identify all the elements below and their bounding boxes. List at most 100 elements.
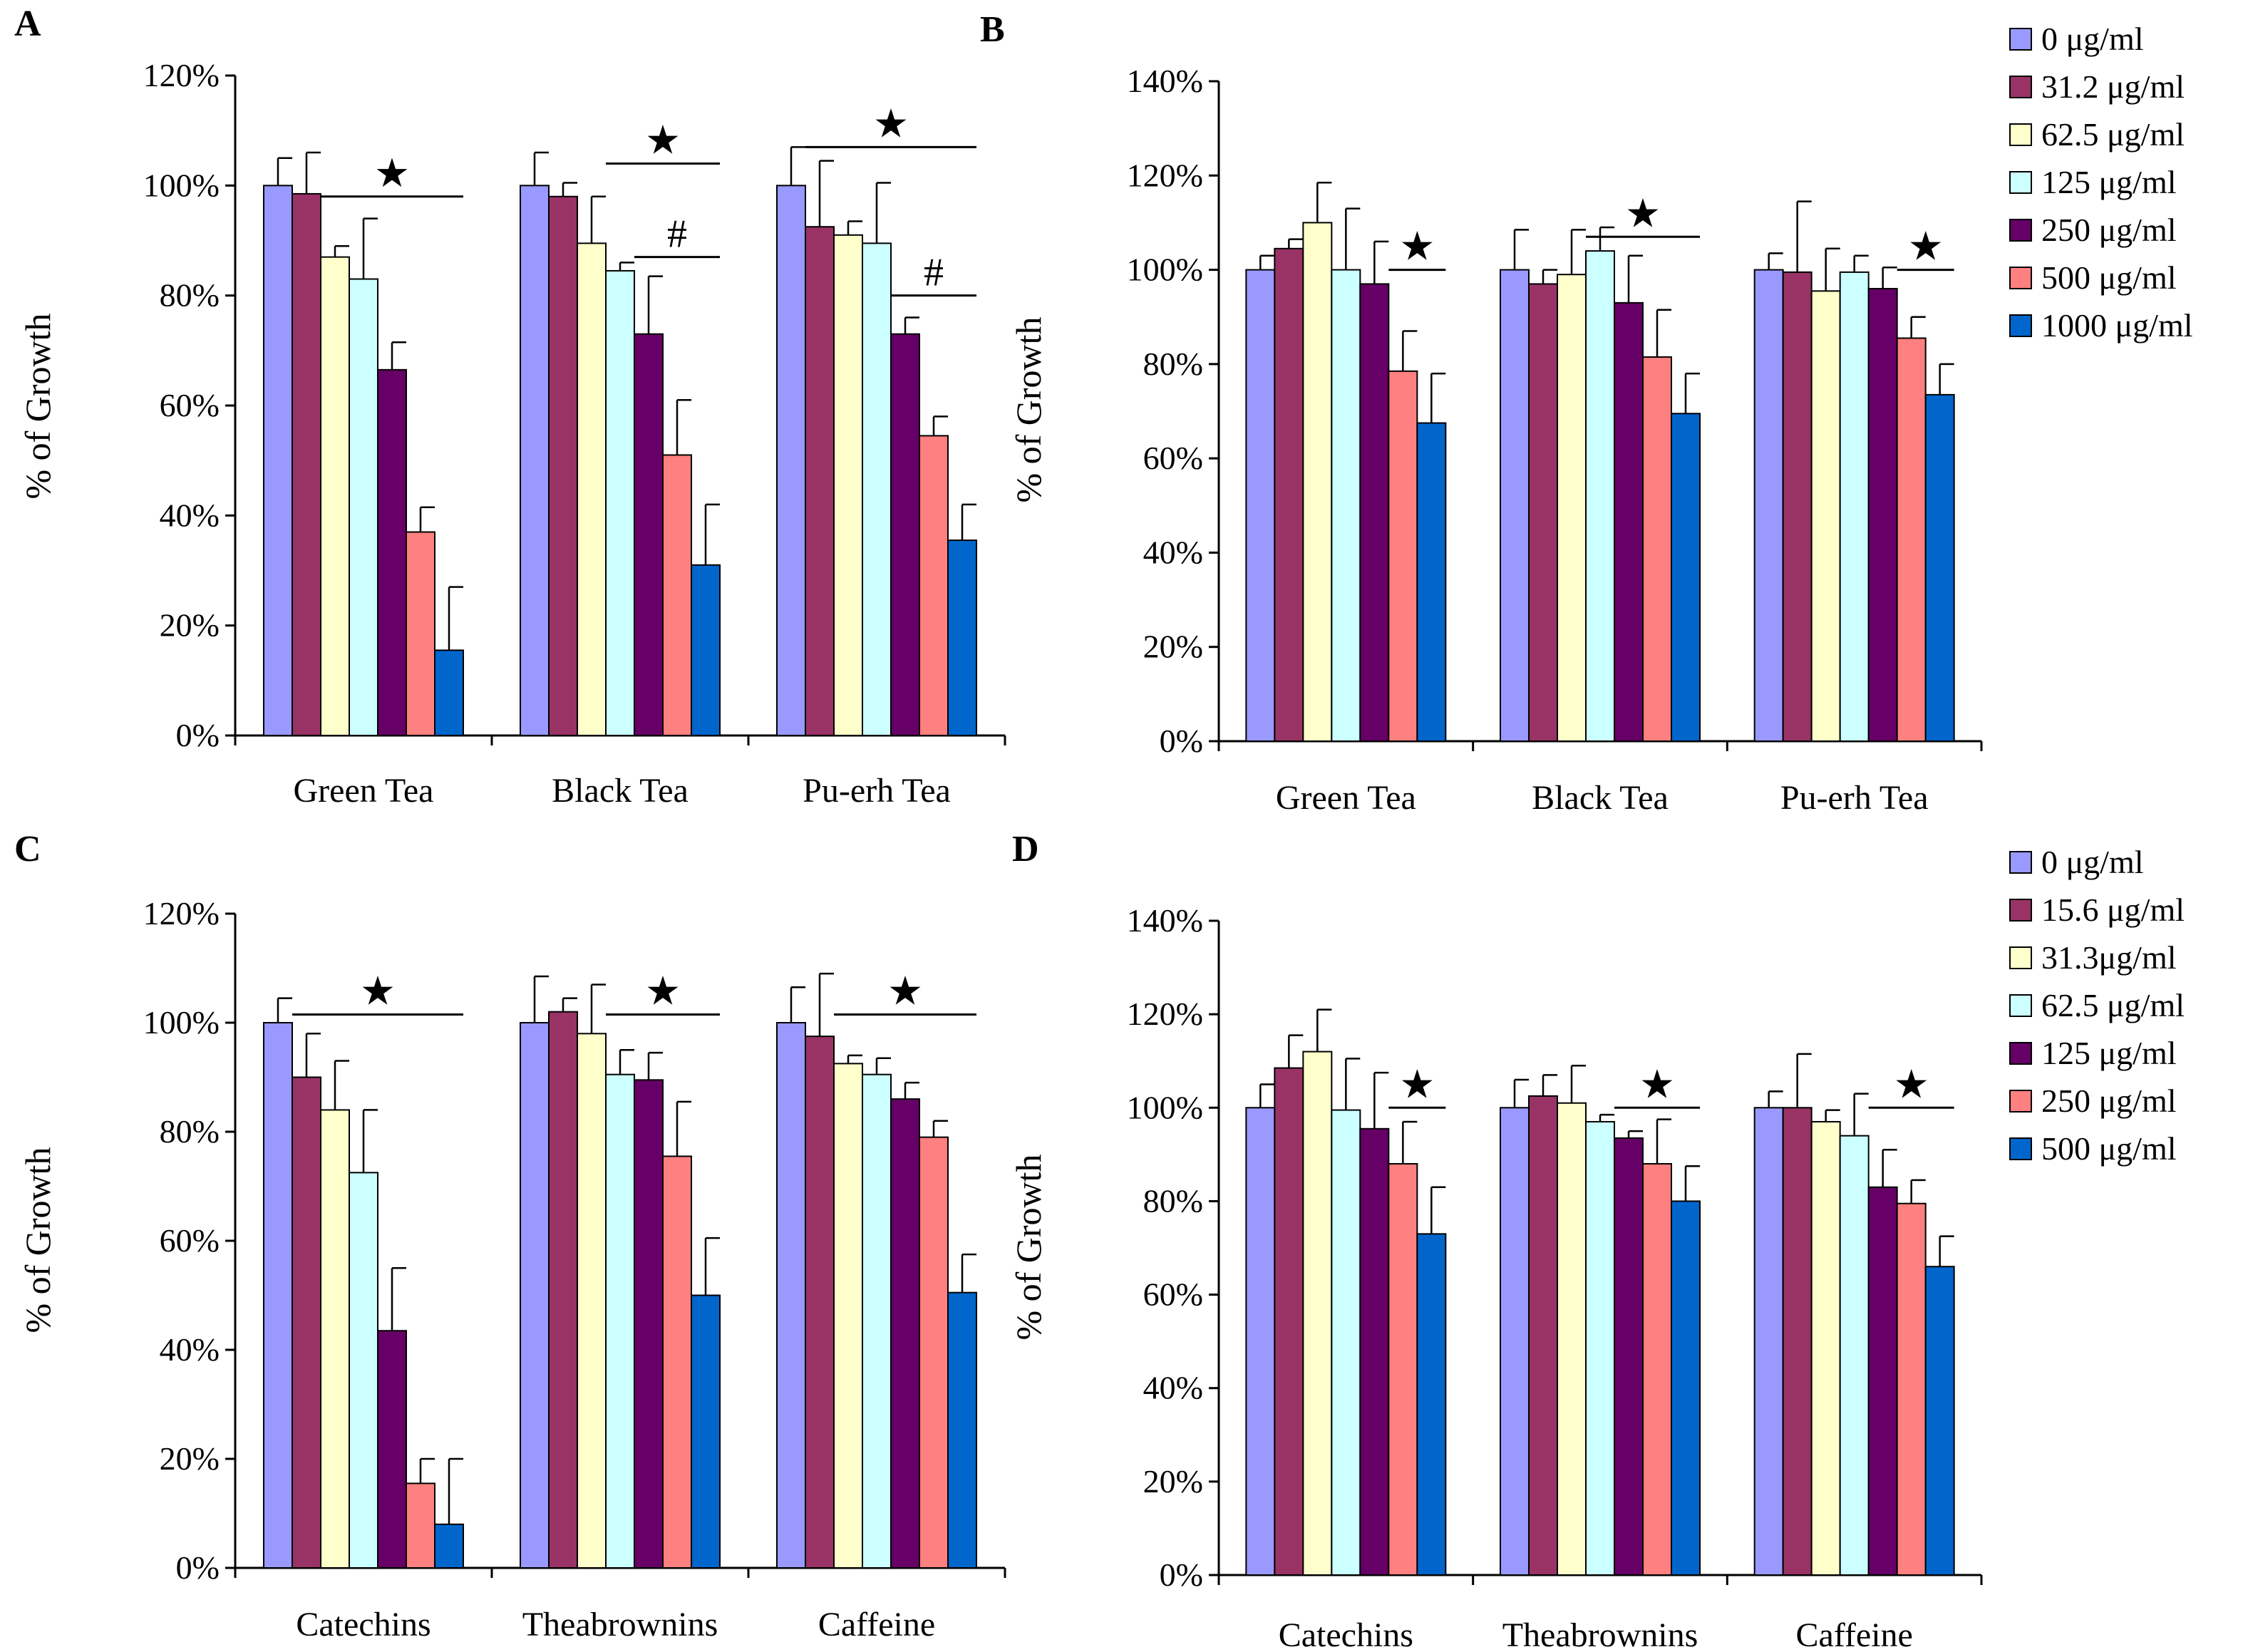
panel-c-category-label: Theabrownins — [522, 1606, 718, 1643]
panel-b-y-tick-label: 60% — [1143, 440, 1203, 476]
panel-a-bar — [634, 333, 664, 736]
panel-d-bar — [1331, 1109, 1361, 1576]
panel-d-category-label: Catechins — [1279, 1616, 1413, 1652]
panel-c-y-tick-label: 20% — [160, 1440, 220, 1477]
panel-a-bar — [377, 368, 407, 736]
panel-d-bar — [1528, 1095, 1558, 1576]
panel-b-legend-swatch — [2009, 76, 2032, 98]
panel-c-bar — [662, 1155, 692, 1569]
panel-b-bar — [1642, 356, 1672, 742]
panel-c-bar — [691, 1294, 721, 1569]
panel-a-significance-mark: ★ — [645, 118, 681, 162]
panel-c-y-tick-label: 40% — [160, 1331, 220, 1368]
panel-b-category-label: Black Tea — [1532, 779, 1669, 817]
panel-a-y-tick-label: 20% — [160, 607, 220, 644]
panel-d-bar — [1924, 1266, 1955, 1576]
panel-b-legend-swatch — [2009, 267, 2032, 289]
panel-d-bar — [1500, 1107, 1530, 1576]
panel-b-category-label: Green Tea — [1276, 779, 1416, 817]
panel-d-y-tick-label: 60% — [1143, 1276, 1203, 1313]
panel-b-legend-swatch — [2009, 171, 2032, 194]
panel-b-legend-swatch — [2009, 219, 2032, 242]
panel-d-legend-swatch — [2009, 1090, 2032, 1112]
panel-a-bar — [577, 242, 607, 736]
panel-a-bar — [349, 278, 378, 736]
panel-c-bar — [263, 1022, 293, 1569]
panel-b-bar — [1614, 301, 1644, 743]
panel-d-bar — [1557, 1102, 1587, 1576]
panel-c-category-label: Caffeine — [818, 1606, 935, 1643]
panel-d-legend-label: 250 μg/ml — [2041, 1083, 2177, 1119]
panel-d-y-tick-label: 120% — [1127, 996, 1203, 1032]
panel-a-significance-mark: ★ — [374, 152, 410, 196]
panel-d-legend-swatch — [2009, 1137, 2032, 1160]
panel-d-bar — [1614, 1137, 1644, 1576]
panel-a-bar — [434, 649, 464, 736]
panel-a-y-tick-label: 60% — [160, 387, 220, 423]
panel-b-legend-label: 125 μg/ml — [2041, 164, 2177, 200]
panel-c-significance-mark: ★ — [645, 970, 681, 1014]
panel-b-bar — [1388, 370, 1418, 742]
panel-c-y-tick-label: 100% — [143, 1004, 220, 1041]
panel-b-bar — [1500, 269, 1530, 743]
panel-b-letter: B — [980, 9, 1005, 50]
panel-b-significance-mark: ★ — [1625, 192, 1661, 236]
panel-b-bar — [1896, 337, 1927, 742]
panel-b-bar — [1753, 269, 1784, 743]
panel-d-letter: D — [1012, 829, 1039, 869]
panel-c-y-tick-label: 80% — [160, 1113, 220, 1150]
panel-b-legend-label: 1000 μg/ml — [2041, 307, 2193, 344]
panel-c-y-axis-label: % of Growth — [18, 1147, 58, 1333]
panel-a-letter: A — [14, 4, 41, 44]
panel-b-y-axis-label: % of Growth — [1009, 316, 1048, 502]
panel-d-y-tick-label: 0% — [1160, 1557, 1203, 1593]
panel-a-significance-mark: # — [924, 251, 944, 295]
panel-c-bar — [947, 1291, 977, 1569]
panel-b-legend-label: 500 μg/ml — [2041, 259, 2177, 296]
panel-d-bar — [1782, 1107, 1813, 1576]
panel-c-bar — [862, 1073, 892, 1569]
panel-d-bar — [1274, 1067, 1304, 1576]
panel-b-bar — [1782, 271, 1813, 742]
panel-b-bar — [1274, 247, 1304, 742]
panel-d-bar — [1867, 1186, 1898, 1576]
panel-a-bar — [520, 185, 550, 737]
panel-a-bar — [805, 226, 835, 737]
panel-b-y-tick-label: 0% — [1160, 723, 1203, 759]
panel-d-bar — [1753, 1107, 1784, 1576]
panel-d-legend-swatch — [2009, 1042, 2032, 1065]
panel-c-bar — [919, 1136, 949, 1569]
panel-b-bar — [1585, 250, 1615, 743]
panel-a-category-label: Green Tea — [294, 772, 434, 810]
panel-b-bar — [1359, 283, 1390, 742]
panel-d-bar — [1896, 1202, 1927, 1576]
panel-b-bar — [1839, 271, 1870, 742]
panel-d-y-tick-label: 100% — [1127, 1089, 1203, 1125]
panel-a-y-tick-label: 40% — [160, 497, 220, 533]
panel-b-y-tick-label: 120% — [1127, 157, 1203, 193]
panel-d-category-label: Caffeine — [1795, 1616, 1912, 1652]
panel-d-legend-label: 31.3μg/ml — [2041, 939, 2177, 976]
panel-c-significance-mark: ★ — [887, 970, 923, 1014]
panel-a-bar — [776, 185, 806, 737]
panel-b-bar — [1331, 269, 1361, 743]
panel-d-y-axis-label: % of Growth — [1009, 1154, 1048, 1340]
panel-d-legend-label: 0 μg/ml — [2041, 844, 2144, 880]
panel-c-bar — [833, 1063, 863, 1569]
panel-b-bar — [1245, 269, 1276, 743]
panel-b-bar — [1557, 274, 1587, 742]
panel-d-legend-label: 62.5 μg/ml — [2041, 987, 2185, 1023]
panel-a-bar — [263, 185, 293, 737]
panel-b-significance-mark: ★ — [1399, 225, 1435, 269]
panel-b-bar — [1416, 422, 1447, 742]
panel-a-bar — [919, 435, 949, 736]
panel-b-legend-swatch — [2009, 28, 2032, 51]
panel-d-legend-swatch — [2009, 994, 2032, 1017]
panel-c-bar — [320, 1109, 350, 1569]
panel-a-bar — [605, 269, 635, 737]
panel-d-bar — [1671, 1200, 1701, 1576]
panel-a-category-label: Pu-erh Tea — [803, 772, 951, 810]
panel-b-legend-label: 0 μg/ml — [2041, 21, 2144, 57]
panel-d-bar — [1416, 1233, 1447, 1576]
panel-d-bar — [1585, 1120, 1615, 1576]
